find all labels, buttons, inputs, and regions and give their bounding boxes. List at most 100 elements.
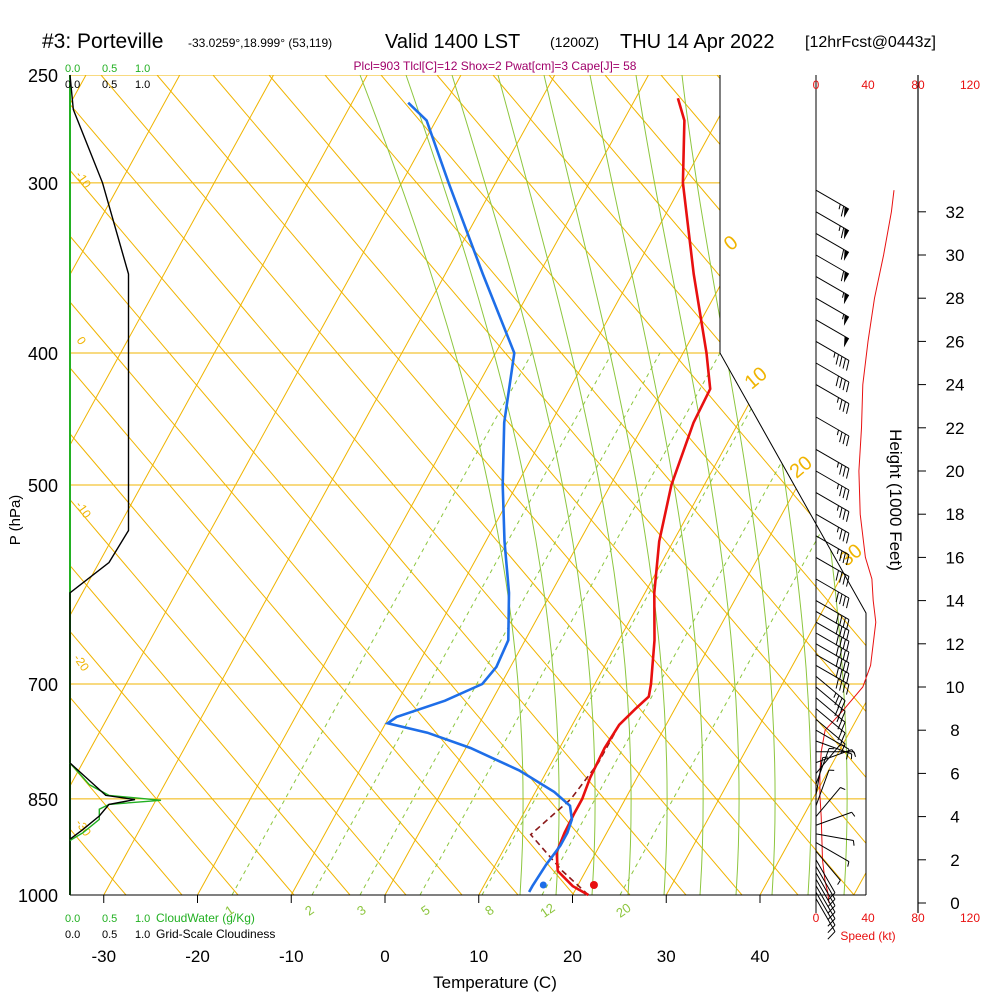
wind-barb-full [827, 892, 836, 901]
wind-barb-shaft [815, 811, 852, 826]
plot-border-right [719, 75, 867, 895]
pressure-tick-label: 700 [28, 675, 58, 695]
dry-adiabat-line [70, 75, 631, 895]
wind-barb-full [839, 356, 843, 367]
wind-barb-shaft [815, 769, 830, 806]
wind-barb-full [846, 360, 850, 371]
wind-barb [815, 232, 850, 262]
x-tick-label: 20 [563, 947, 582, 966]
wind-barb-full [846, 489, 850, 501]
zulu-time: (1200Z) [550, 34, 599, 50]
wind-barb-shaft [815, 362, 850, 383]
x-tick-label: 40 [751, 947, 770, 966]
wind-barb-half [822, 756, 828, 759]
wind-barb [815, 416, 850, 447]
wind-barb [815, 891, 836, 934]
wind-barb-full [840, 227, 845, 239]
dewpoint-trace [384, 101, 574, 893]
cloudiness-tick-bottom: 0.0 [65, 929, 80, 941]
wind-barb [815, 384, 850, 414]
wind-barb-half [842, 314, 845, 320]
speed-tick-bottom: 120 [960, 911, 980, 925]
cloudiness-profile [69, 74, 130, 895]
wind-barb-shaft [815, 232, 850, 253]
wind-barb [815, 492, 850, 522]
x-tick-label: 10 [469, 947, 488, 966]
wind-barb-half [833, 352, 836, 358]
parcel-trace [529, 732, 616, 896]
wind-barb-shaft [815, 878, 836, 913]
wind-barb-full [842, 401, 846, 412]
wind-barb [815, 686, 846, 722]
height-tick-label: 2 [950, 851, 959, 870]
wind-barb-full [839, 658, 843, 670]
wind-barb-full [846, 619, 850, 630]
wind-barb-full [839, 647, 843, 659]
mixing-ratio-label: 3 [354, 902, 369, 918]
wind-barb-full [834, 695, 840, 706]
wind-barb-full [846, 533, 850, 544]
wind-barb [815, 470, 850, 501]
wind-barb-shaft [815, 866, 836, 900]
wind-barb [815, 729, 850, 760]
wind-barb-half [847, 861, 850, 867]
wind-barb-full [837, 697, 843, 708]
wind-barb-full [840, 732, 846, 743]
x-tick-label: -10 [279, 947, 304, 966]
wind-barb-full [846, 651, 850, 663]
wind-barb-half [833, 692, 837, 698]
wind-barb-full [842, 552, 846, 564]
cloudiness-tick-top: 1.0 [135, 79, 150, 91]
wind-barb-shaft [815, 470, 850, 491]
dry-adiabat-line [380, 75, 866, 895]
wind-barb-shaft [815, 297, 850, 318]
wind-barb-shaft [815, 898, 836, 932]
wind-barb-shaft [815, 276, 850, 297]
wind-barb-full [842, 628, 846, 639]
moist-adiabat-line [589, 75, 704, 895]
wind-barb-full [839, 637, 843, 648]
cloudwater-tick-top: 0.5 [102, 63, 117, 75]
cloudwater-tick-top: 1.0 [135, 63, 150, 75]
wind-barb-full [839, 593, 843, 605]
dry-adiabat-line [268, 75, 866, 895]
wind-barb-half [836, 397, 840, 403]
wind-barb [815, 811, 856, 826]
wind-barb-full [842, 487, 846, 499]
wind-barb-shaft [815, 319, 850, 340]
wind-barb-full [835, 375, 840, 387]
cloudiness-low-profile [69, 762, 136, 840]
wind-barb-full [846, 554, 850, 566]
wind-barb-full [839, 669, 843, 680]
wind-barb-full [835, 635, 840, 646]
wind-barb-half [852, 840, 855, 846]
isotherm-label-left: -10 [73, 499, 95, 522]
moist-adiabat-line [635, 75, 740, 895]
pressure-tick-label: 300 [28, 174, 58, 194]
valid-time: Valid 1400 LST [385, 31, 520, 53]
wind-barb-full [835, 354, 840, 365]
wind-barb-full [827, 898, 836, 908]
temperature-trace [555, 97, 712, 897]
wind-barb-half [842, 292, 845, 298]
dry-adiabat-line [70, 75, 351, 895]
mixing-ratio-label: 5 [418, 902, 433, 918]
speed-tick-top: 40 [861, 78, 875, 92]
x-tick-label: 0 [380, 947, 389, 966]
wind-barb-flag [843, 336, 849, 348]
isotherm-line [853, 75, 866, 895]
wind-barb-shaft [815, 535, 850, 556]
wind-barb-full [842, 639, 846, 650]
dry-adiabat-line [156, 75, 855, 895]
wind-barb-full [835, 624, 840, 635]
isotherm-line [103, 75, 556, 895]
wind-barb [815, 448, 850, 479]
wind-barb-shaft [815, 842, 850, 862]
height-tick-label: 16 [946, 548, 965, 567]
isotherm-label: 0 [720, 231, 743, 255]
wind-barb-shaft [815, 189, 850, 210]
wind-barb-full [842, 509, 846, 520]
wind-barb-shaft [815, 708, 846, 734]
stability-indices: Plcl=903 Tlcl[C]=12 Shox=2 Pwat[cm]=3 Ca… [354, 59, 637, 73]
mixing-ratio-line [541, 352, 843, 895]
